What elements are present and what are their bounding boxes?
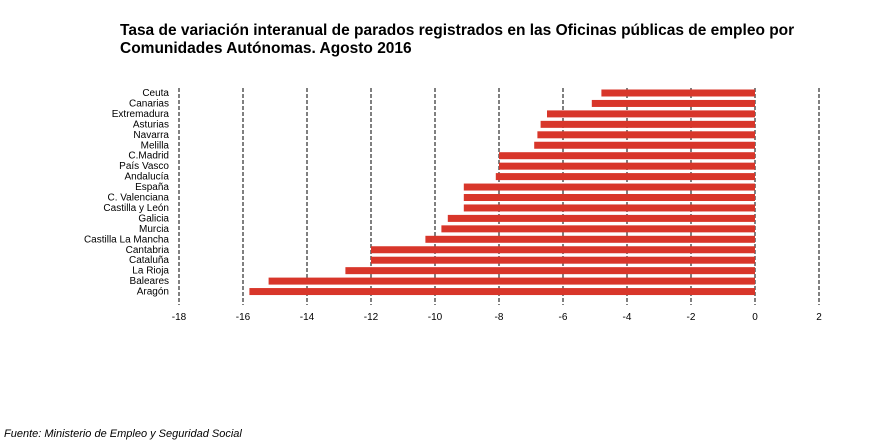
bar [371, 246, 755, 254]
bar [441, 225, 755, 233]
category-label: Murcia [139, 224, 169, 235]
category-label: C. Valenciana [107, 193, 169, 204]
bar [499, 152, 755, 160]
category-label: Baleares [130, 276, 169, 287]
x-tick-label: -14 [300, 312, 315, 323]
category-label: Cataluña [129, 255, 169, 266]
x-tick-label: -12 [364, 312, 379, 323]
category-label: C.Madrid [128, 151, 169, 162]
category-label: Castilla La Mancha [84, 234, 169, 245]
x-tick-label: 2 [816, 312, 822, 323]
chart-title-line2: Comunidades Autónomas. Agosto 2016 [120, 40, 412, 57]
x-tick-label: -2 [687, 312, 696, 323]
chart-title: Tasa de variación interanual de parados … [120, 22, 800, 58]
bar [371, 256, 755, 264]
chart-title-line1: Tasa de variación interanual de parados … [120, 22, 795, 39]
x-tick-label: -8 [495, 312, 504, 323]
category-label: Cantabria [126, 245, 170, 256]
x-tick-label: -18 [172, 312, 187, 323]
x-tick-label: -4 [623, 312, 632, 323]
category-label: Navarra [133, 130, 169, 141]
category-label: España [135, 182, 169, 193]
bar [537, 131, 755, 139]
category-label: Galicia [138, 213, 169, 224]
category-label: Ceuta [142, 88, 169, 99]
source-note: Fuente: Ministerio de Empleo y Seguridad… [4, 428, 242, 440]
category-label: Castilla y León [103, 203, 169, 214]
x-tick-label: -10 [428, 312, 443, 323]
bar [495, 173, 755, 181]
bar [534, 141, 755, 149]
bar [463, 204, 755, 212]
category-label: Extremadura [112, 109, 170, 120]
bar [463, 183, 755, 191]
category-label: Andalucía [125, 172, 170, 183]
category-label: Canarias [129, 98, 169, 109]
bar [447, 214, 755, 222]
category-label: Melilla [141, 140, 170, 151]
bar [540, 120, 755, 128]
category-label: Asturias [133, 119, 169, 130]
x-tick-label: -16 [236, 312, 251, 323]
category-label: Aragón [137, 287, 169, 298]
bar [463, 194, 755, 201]
bar [591, 99, 755, 107]
bar [425, 235, 755, 243]
bar [268, 277, 755, 285]
category-label: País Vasco [119, 161, 169, 172]
bar [345, 267, 755, 275]
x-tick-label: -6 [559, 312, 568, 323]
category-label: La Rioja [132, 266, 169, 277]
x-tick-label: 0 [752, 312, 758, 323]
bar [249, 288, 755, 296]
bar [601, 89, 755, 97]
bar [547, 110, 755, 118]
bar [499, 162, 755, 170]
